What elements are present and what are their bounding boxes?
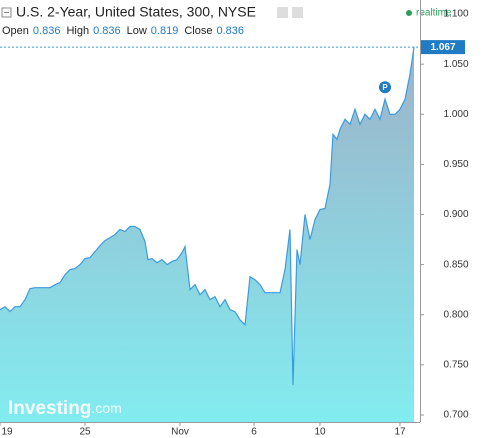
y-tick-label: 0.900 [443,209,468,220]
settings-icon[interactable] [277,7,288,18]
y-tick-label: 0.950 [443,159,468,170]
last-price-label: 1.067 [430,42,455,53]
y-tick-label: 0.800 [443,309,468,320]
chart-title: U.S. 2-Year, United States, 300, NYSE [16,4,256,20]
stat-label: Low [127,25,147,37]
area [0,47,414,422]
stat-label: Close [184,25,212,37]
x-tick-label: 19 [1,427,13,438]
stat-value: 0.836 [93,25,121,37]
y-tick-label: 1.100 [443,9,468,20]
stat-value: 0.836 [216,25,244,37]
y-tick-label: 1.050 [443,59,468,70]
watermark-domain: .com [91,400,121,416]
status-dot [406,10,412,16]
x-tick-label: 10 [314,427,326,438]
watermark-brand: Investing [8,398,91,419]
stat-label: High [66,25,89,37]
y-tick-label: 0.850 [443,259,468,270]
marker-dot [379,81,391,94]
stat-value: 0.836 [33,25,61,37]
stat-value: 0.819 [151,25,179,37]
status: realtime [416,8,452,19]
plot-area: P Investing.com [0,46,420,422]
collapse-icon[interactable] [1,7,12,18]
y-tick-label: 0.750 [443,360,468,371]
x-tick-label: 6 [251,427,257,438]
y-tick-label: 1.000 [443,109,468,120]
watermark: Investing.com [8,398,122,419]
stats-row: Open 0.836 High 0.836 Low 0.819 Close 0.836 [2,25,244,37]
last-price-box [421,40,465,55]
y-tick-label: 0.700 [443,410,468,421]
axes: 1.067 0.700 0.750 0.800 0.850 0.900 0.950 1.000… [0,0,469,438]
close-icon[interactable] [292,7,303,18]
x-tick-label: 17 [394,427,406,438]
x-tick-label: 25 [79,427,91,438]
marker-label: P [382,83,388,92]
x-tick-label: Nov [171,427,189,438]
stat-label: Open [2,25,29,37]
line [0,47,415,385]
